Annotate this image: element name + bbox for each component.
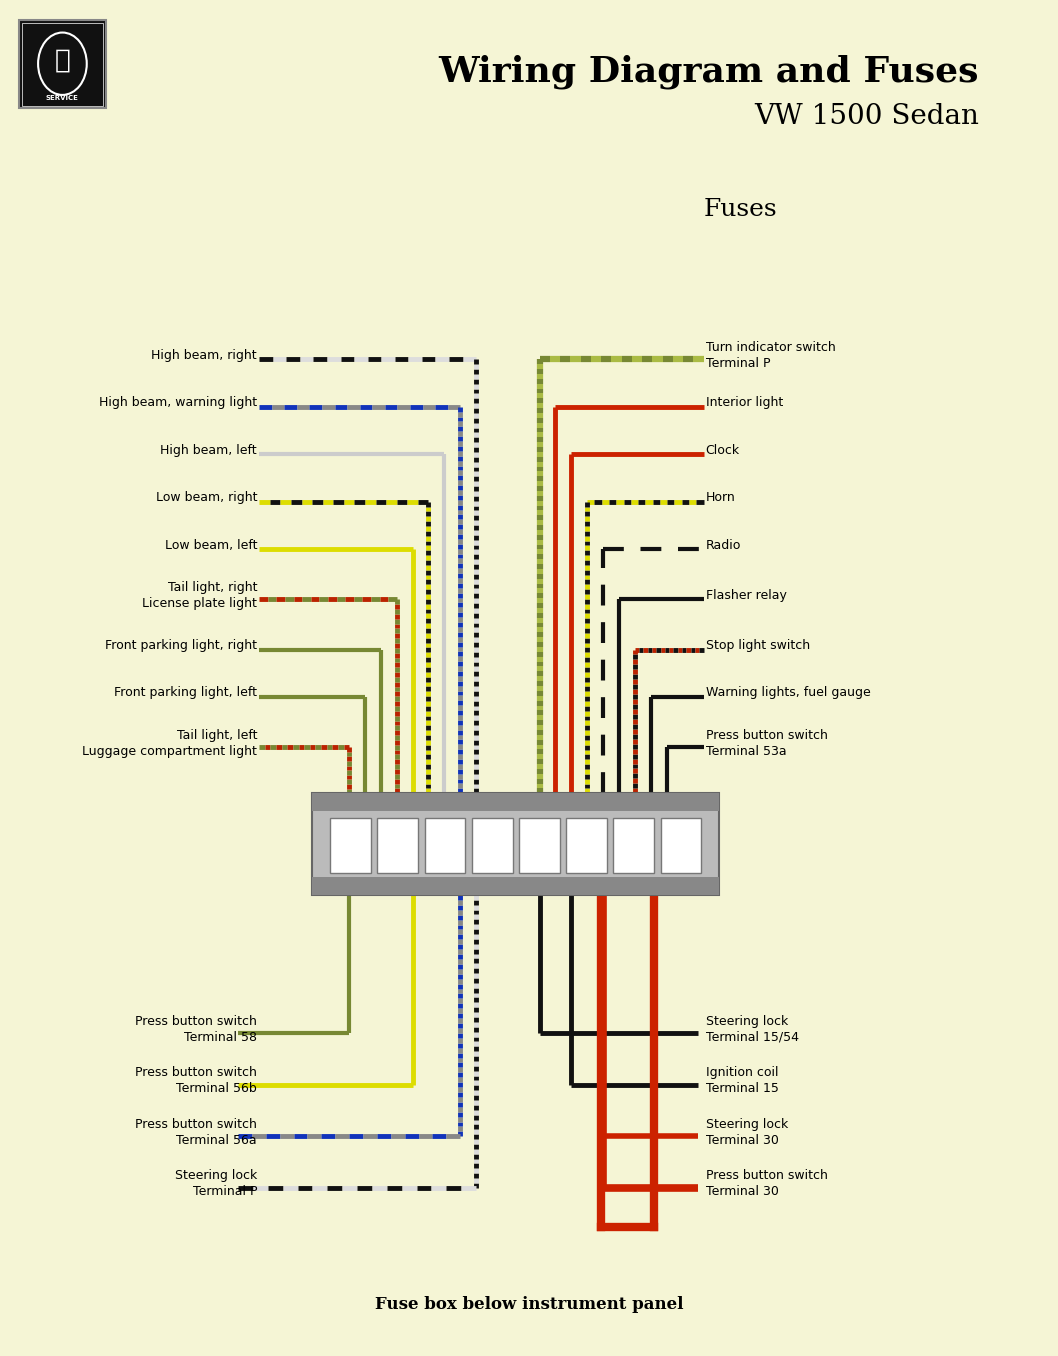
Text: Press button switch
Terminal 30: Press button switch Terminal 30: [706, 1169, 827, 1199]
Text: Ⓦ: Ⓦ: [54, 47, 71, 75]
Bar: [614, 818, 654, 873]
Text: Press button switch
Terminal 56a: Press button switch Terminal 56a: [135, 1117, 257, 1147]
Text: Horn: Horn: [706, 491, 735, 504]
Text: Wiring Diagram and Fuses: Wiring Diagram and Fuses: [438, 54, 979, 88]
Bar: [472, 818, 512, 873]
Text: Warning lights, fuel gauge: Warning lights, fuel gauge: [706, 686, 871, 700]
Text: Interior light: Interior light: [706, 396, 783, 410]
Text: Low beam, right: Low beam, right: [156, 491, 257, 504]
Text: SERVICE: SERVICE: [45, 95, 79, 100]
Text: Press button switch
Terminal 53a: Press button switch Terminal 53a: [706, 728, 827, 758]
Text: Tail light, right
License plate light: Tail light, right License plate light: [142, 580, 257, 610]
Bar: [424, 818, 466, 873]
Bar: [378, 818, 418, 873]
Text: Turn indicator switch
Terminal P: Turn indicator switch Terminal P: [706, 340, 836, 370]
Text: Front parking light, left: Front parking light, left: [114, 686, 257, 700]
Text: Fuse box below instrument panel: Fuse box below instrument panel: [375, 1296, 683, 1313]
Bar: [519, 818, 560, 873]
Text: Tail light, left
Luggage compartment light: Tail light, left Luggage compartment lig…: [83, 728, 257, 758]
Text: Press button switch
Terminal 58: Press button switch Terminal 58: [135, 1014, 257, 1044]
Bar: [19, 20, 106, 108]
Text: Steering lock
Terminal 30: Steering lock Terminal 30: [706, 1117, 788, 1147]
Bar: [312, 877, 719, 895]
Text: Steering lock
Terminal 15/54: Steering lock Terminal 15/54: [706, 1014, 799, 1044]
Bar: [22, 23, 103, 106]
Text: Flasher relay: Flasher relay: [706, 589, 786, 602]
Text: Stop light switch: Stop light switch: [706, 639, 809, 652]
Text: Ignition coil
Terminal 15: Ignition coil Terminal 15: [706, 1066, 779, 1096]
Text: Radio: Radio: [706, 538, 741, 552]
Text: Steering lock
Terminal P: Steering lock Terminal P: [175, 1169, 257, 1199]
Text: Press button switch
Terminal 56b: Press button switch Terminal 56b: [135, 1066, 257, 1096]
Bar: [330, 818, 371, 873]
Text: Front parking light, right: Front parking light, right: [105, 639, 257, 652]
Text: VW 1500 Sedan: VW 1500 Sedan: [753, 103, 979, 130]
Bar: [312, 793, 719, 895]
Text: High beam, right: High beam, right: [151, 348, 257, 362]
Text: High beam, warning light: High beam, warning light: [99, 396, 257, 410]
Text: Fuses: Fuses: [704, 198, 778, 221]
Text: High beam, left: High beam, left: [161, 443, 257, 457]
Text: Low beam, left: Low beam, left: [165, 538, 257, 552]
Bar: [312, 793, 719, 811]
Bar: [566, 818, 607, 873]
Bar: [660, 818, 701, 873]
Text: Clock: Clock: [706, 443, 740, 457]
